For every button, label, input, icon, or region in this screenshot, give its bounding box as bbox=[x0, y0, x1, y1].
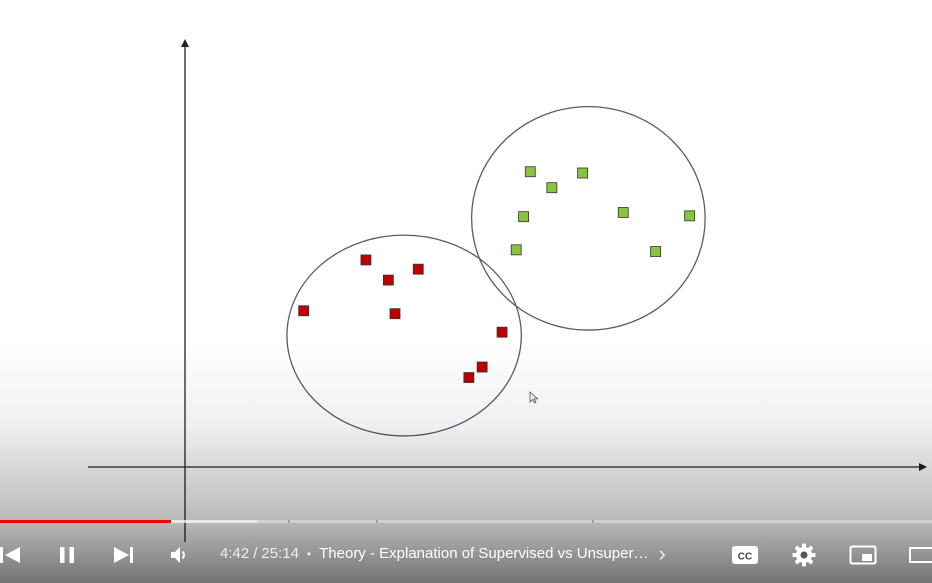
data-point-series2-5 bbox=[577, 167, 588, 179]
next-icon bbox=[114, 547, 133, 563]
captions-icon: CC bbox=[732, 546, 758, 564]
chapter-title[interactable]: Theory - Explanation of Supervised vs Un… bbox=[319, 545, 649, 562]
previous-icon bbox=[0, 547, 20, 563]
data-point-series2-7 bbox=[650, 246, 662, 257]
player-controls: 4:42 / 25:14 • Theory - Explanation of S… bbox=[0, 532, 932, 580]
volume-icon bbox=[171, 547, 185, 563]
captions-button[interactable]: CC bbox=[728, 538, 762, 572]
next-button[interactable] bbox=[108, 538, 138, 572]
data-point-series1-7 bbox=[476, 361, 488, 373]
pause-button[interactable] bbox=[52, 538, 82, 572]
progress-track bbox=[0, 520, 932, 523]
data-point-series1-5 bbox=[412, 263, 424, 275]
data-point-series1-6 bbox=[463, 372, 475, 383]
chapter-divider bbox=[288, 520, 290, 523]
progress-bar[interactable] bbox=[0, 520, 932, 524]
chapter-divider bbox=[592, 520, 594, 523]
settings-button[interactable] bbox=[787, 538, 821, 572]
time-total: 25:14 bbox=[261, 545, 299, 562]
data-point-series2-8 bbox=[684, 210, 696, 222]
volume-button[interactable] bbox=[164, 538, 194, 572]
chapter-bullet: • bbox=[306, 546, 312, 561]
data-point-series1-1 bbox=[298, 305, 310, 317]
chapter-chevron-icon[interactable]: › bbox=[658, 541, 666, 566]
data-point-series1-8 bbox=[496, 326, 508, 338]
captions-label: CC bbox=[738, 552, 752, 563]
theater-mode-button[interactable] bbox=[904, 538, 932, 572]
data-point-series2-1 bbox=[510, 244, 522, 256]
settings-icon bbox=[792, 543, 816, 567]
chapter-divider bbox=[376, 520, 378, 523]
cluster-boundary-2 bbox=[470, 105, 706, 331]
data-point-series2-3 bbox=[524, 166, 536, 178]
pause-icon bbox=[60, 547, 74, 563]
time-and-chapter: 4:42 / 25:14 • Theory - Explanation of S… bbox=[220, 541, 666, 566]
miniplayer-button[interactable] bbox=[846, 538, 880, 572]
data-point-series1-3 bbox=[382, 274, 394, 286]
data-point-series2-2 bbox=[518, 211, 530, 223]
data-point-series2-4 bbox=[546, 182, 558, 194]
theater-icon bbox=[909, 547, 932, 563]
data-point-series2-6 bbox=[617, 207, 629, 218]
time-separator: / bbox=[253, 545, 258, 562]
previous-button[interactable] bbox=[0, 538, 26, 572]
time-current: 4:42 bbox=[220, 545, 250, 562]
y-axis-arrowhead bbox=[181, 39, 189, 47]
data-point-series1-4 bbox=[389, 308, 401, 320]
data-point-series1-2 bbox=[360, 254, 372, 266]
miniplayer-icon bbox=[849, 545, 877, 565]
progress-played bbox=[0, 520, 171, 523]
